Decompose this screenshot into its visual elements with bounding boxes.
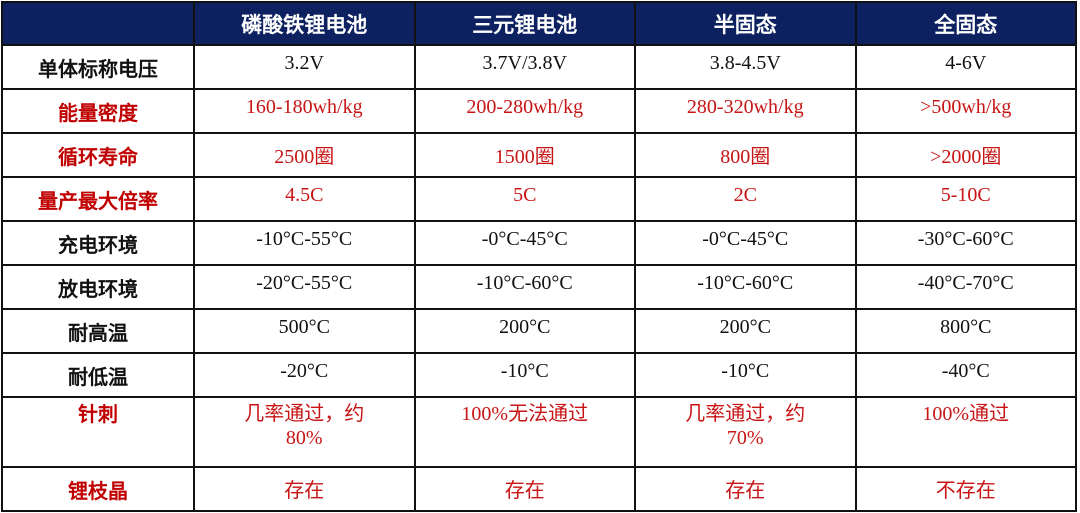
row-label: 单体标称电压 [1,44,195,90]
row-label: 量产最大倍率 [1,176,195,222]
table-row: 耐高温 500°C 200°C 200°C 800°C [1,308,1077,354]
table-cell: 3.7V/3.8V [413,44,636,90]
table-row: 耐低温 -20°C -10°C -10°C -40°C [1,352,1077,398]
header-cell: 半固态 [634,1,857,46]
table-cell: 5C [413,176,636,222]
table-cell: 200°C [634,308,857,354]
table-row: 循环寿命 2500圈 1500圈 800圈 >2000圈 [1,132,1077,178]
table-cell: 100%通过 [854,396,1077,468]
table-cell: >500wh/kg [854,88,1077,134]
table-cell: 几率通过，约70% [634,396,857,468]
row-label: 充电环境 [1,220,195,266]
table-cell: 500°C [193,308,416,354]
table-cell: 1500圈 [413,132,636,178]
table-cell: 160-180wh/kg [193,88,416,134]
row-label: 放电环境 [1,264,195,310]
table-cell: -10°C-60°C [413,264,636,310]
table-cell: 存在 [413,466,636,512]
table-cell: 存在 [193,466,416,512]
table-row: 量产最大倍率 4.5C 5C 2C 5-10C [1,176,1077,222]
row-label: 耐高温 [1,308,195,354]
table-cell: 不存在 [854,466,1077,512]
header-row: 磷酸铁锂电池 三元锂电池 半固态 全固态 [1,1,1077,46]
table-cell: 200-280wh/kg [413,88,636,134]
table-cell: 100%无法通过 [413,396,636,468]
header-cell: 三元锂电池 [413,1,636,46]
table-cell: -0°C-45°C [413,220,636,266]
row-label: 锂枝晶 [1,466,195,512]
header-cell: 磷酸铁锂电池 [193,1,416,46]
table-cell: 4.5C [193,176,416,222]
table-cell: -20°C [193,352,416,398]
table-cell: 280-320wh/kg [634,88,857,134]
table-row: 放电环境 -20°C-55°C -10°C-60°C -10°C-60°C -40°C-… [1,264,1077,310]
table-cell: 5-10C [854,176,1077,222]
table-cell: 几率通过，约80% [193,396,416,468]
table-cell: 3.2V [193,44,416,90]
table-row: 单体标称电压 3.2V 3.7V/3.8V 3.8-4.5V 4-6V [1,44,1077,90]
table-cell: 4-6V [854,44,1077,90]
table-cell: -40°C [854,352,1077,398]
table-cell: 2500圈 [193,132,416,178]
table-cell: 800圈 [634,132,857,178]
table-cell: 800°C [854,308,1077,354]
table-row: 锂枝晶 存在 存在 存在 不存在 [1,466,1077,512]
table-cell: >2000圈 [854,132,1077,178]
table-cell: 200°C [413,308,636,354]
header-cell: 全固态 [854,1,1077,46]
table-cell: -10°C [413,352,636,398]
table-cell: -30°C-60°C [854,220,1077,266]
table-row: 充电环境 -10°C-55°C -0°C-45°C -0°C-45°C -30°C-60… [1,220,1077,266]
table-cell: 存在 [634,466,857,512]
table-cell: -10°C-60°C [634,264,857,310]
table-row: 能量密度 160-180wh/kg 200-280wh/kg 280-320wh/kg… [1,88,1077,134]
table-cell: -0°C-45°C [634,220,857,266]
table-cell: -20°C-55°C [193,264,416,310]
row-label: 循环寿命 [1,132,195,178]
table-cell: 2C [634,176,857,222]
row-label: 针刺 [1,396,195,468]
table-row: 针刺 几率通过，约80% 100%无法通过 几率通过，约70% 100%通过 [1,396,1077,468]
table-cell: 3.8-4.5V [634,44,857,90]
table-cell: -40°C-70°C [854,264,1077,310]
row-label: 能量密度 [1,88,195,134]
table-cell: -10°C-55°C [193,220,416,266]
row-label: 耐低温 [1,352,195,398]
table-cell: -10°C [634,352,857,398]
header-corner [1,1,195,46]
